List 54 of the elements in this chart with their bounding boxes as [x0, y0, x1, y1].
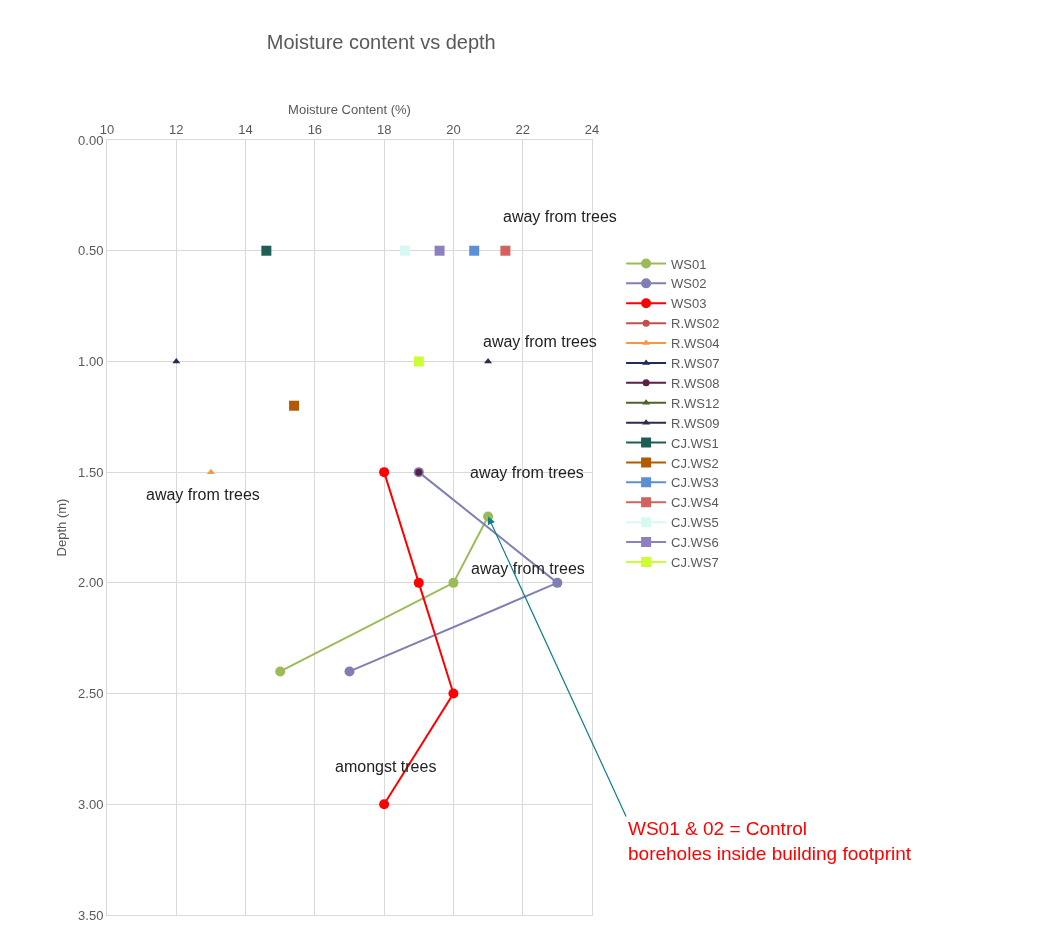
legend-label: WS01	[671, 256, 707, 272]
legend-label: CJ.WS4	[671, 495, 719, 511]
x-tick-label: 22	[515, 121, 530, 137]
point	[399, 245, 410, 256]
annotation: away from trees	[470, 464, 584, 481]
chart-title: Moisture content vs depth	[266, 31, 496, 54]
point	[413, 356, 424, 367]
point	[379, 799, 390, 810]
point	[469, 245, 480, 256]
y-tick-label: 3.50	[78, 907, 104, 923]
legend-label: R.WS08	[671, 375, 720, 391]
legend-label: R.WS12	[671, 395, 720, 411]
legend-label: WS02	[671, 276, 707, 292]
legend-label: CJ.WS2	[671, 455, 719, 471]
annotation: away from trees	[503, 208, 617, 225]
y-tick-label: 1.00	[78, 353, 104, 369]
legend-label: CJ.WS3	[671, 475, 719, 491]
point	[552, 577, 563, 588]
x-tick-label: 24	[584, 121, 600, 137]
point	[413, 577, 424, 588]
point	[289, 400, 300, 411]
annotation: away from trees	[146, 486, 260, 503]
x-tick-label: 18	[376, 121, 392, 137]
y-axis-title: Depth (m)	[54, 498, 70, 557]
y-tick-label: 1.50	[78, 464, 104, 480]
x-tick-label: 16	[307, 121, 323, 137]
y-tick-label: 0.50	[78, 243, 104, 259]
point	[261, 245, 272, 256]
point	[344, 666, 355, 677]
point	[379, 467, 390, 478]
x-tick-label: 10	[99, 121, 115, 137]
annotation: away from trees	[483, 333, 597, 350]
legend-label: R.WS07	[671, 356, 720, 372]
x-tick-label: 20	[446, 121, 461, 137]
x-tick-label: 14	[238, 121, 253, 137]
legend-label: CJ.WS5	[671, 515, 719, 531]
legend-label: R.WS02	[671, 316, 720, 332]
legend-label: WS03	[671, 296, 707, 312]
x-axis-title: Moisture Content (%)	[288, 101, 411, 117]
point	[434, 245, 445, 256]
y-tick-label: 2.50	[78, 686, 104, 702]
legend-label: R.WS04	[671, 336, 720, 352]
legend-label: CJ.WS1	[671, 435, 719, 451]
x-tick-label: 12	[169, 121, 184, 137]
point	[500, 245, 511, 256]
point	[275, 666, 286, 677]
point	[448, 577, 459, 588]
y-tick-label: 3.00	[78, 796, 104, 812]
legend-label: R.WS09	[671, 415, 720, 431]
point	[448, 688, 459, 699]
legend-label: CJ.WS6	[671, 535, 719, 551]
y-tick-label: 2.00	[78, 575, 104, 591]
annotation: WS01 & 02 = Control boreholes inside building footprint	[628, 818, 912, 864]
legend-label: CJ.WS7	[671, 555, 719, 571]
